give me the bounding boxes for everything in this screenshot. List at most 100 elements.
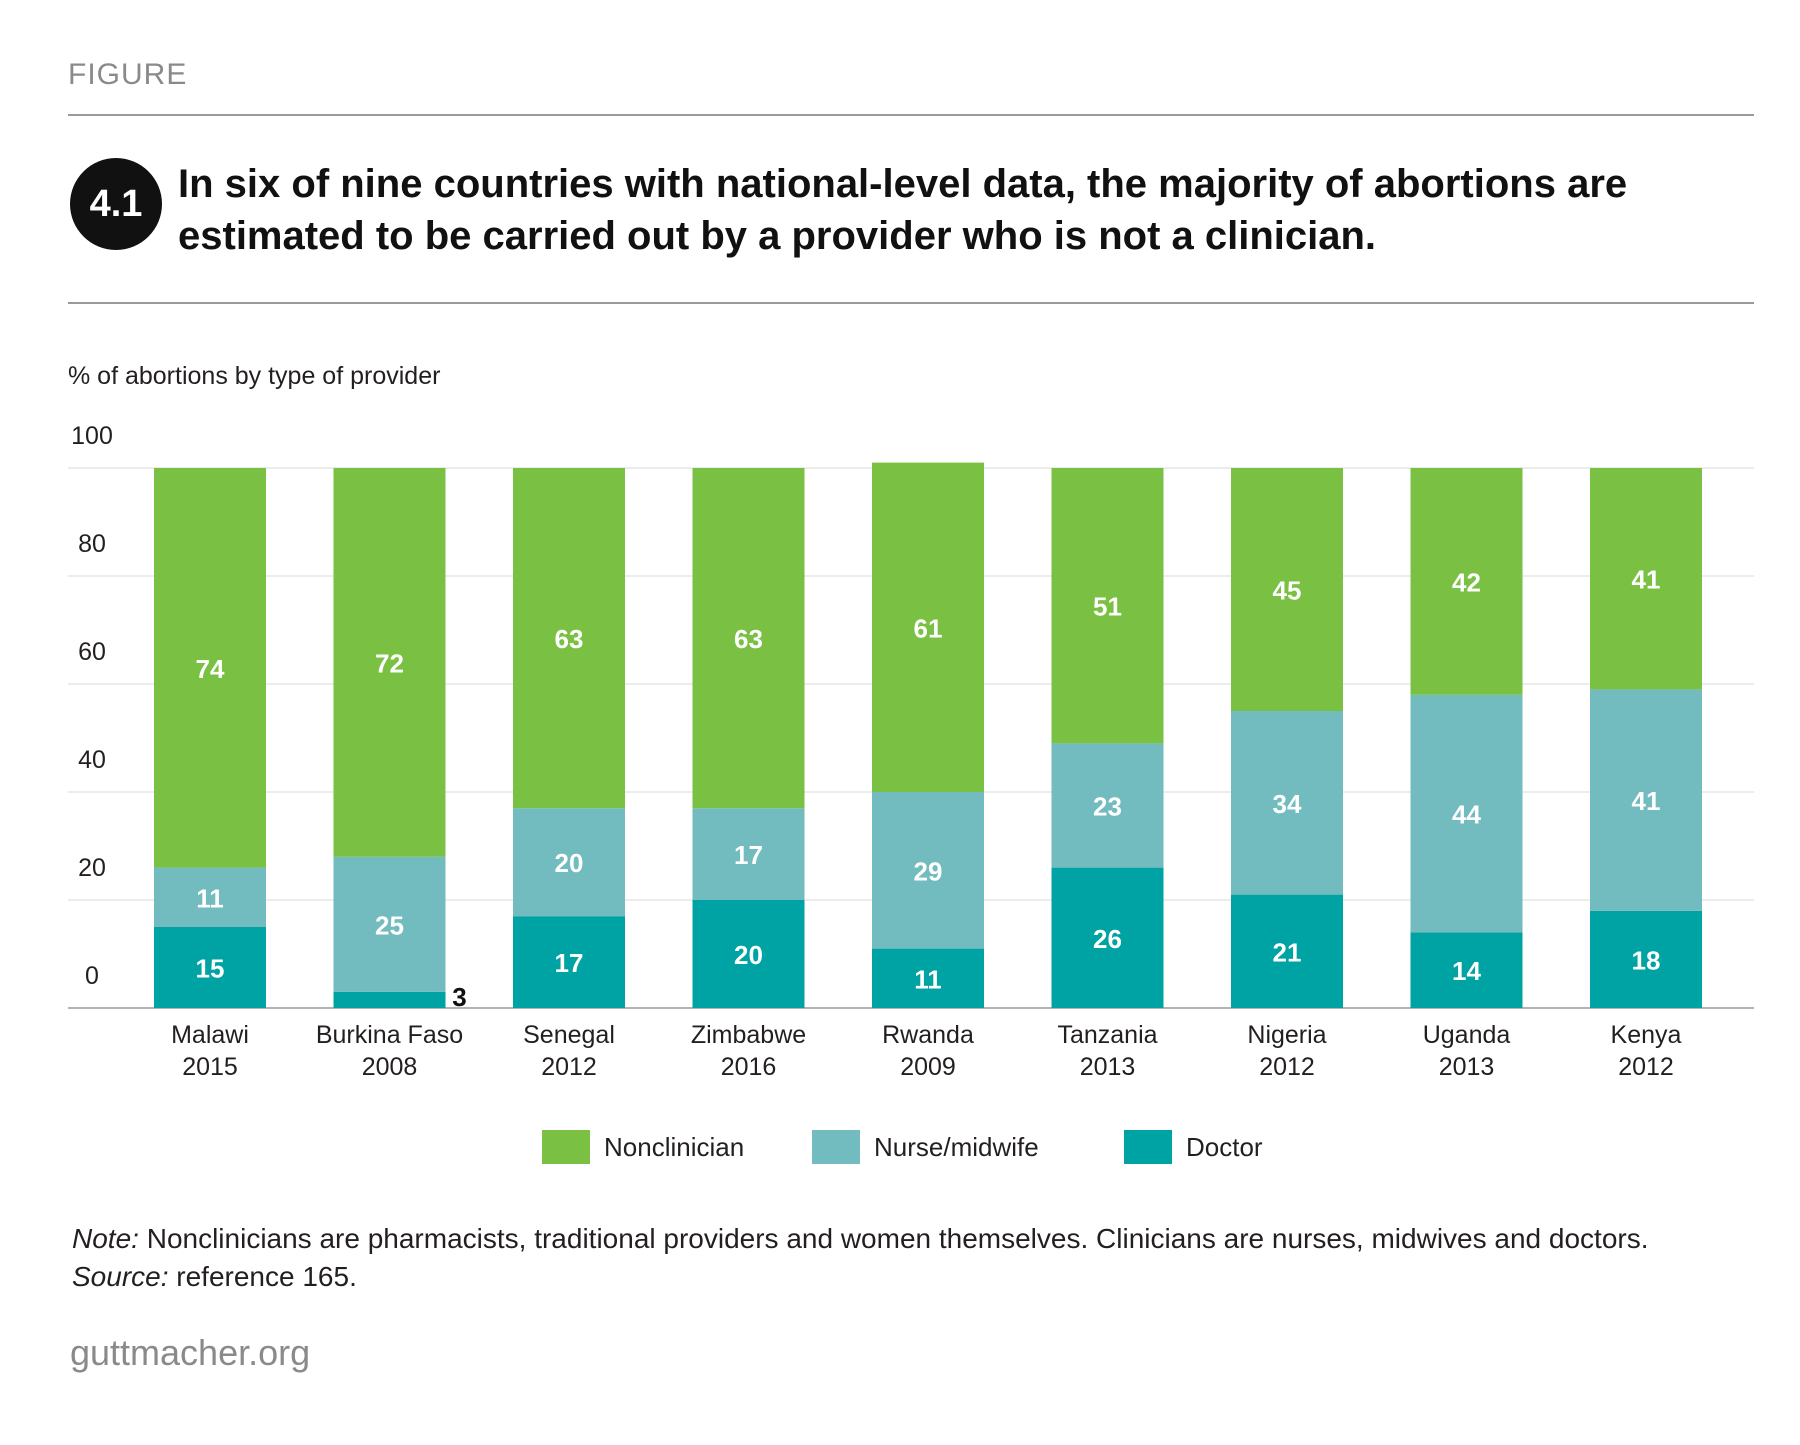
y-tick-label-40: 40: [78, 746, 106, 774]
note-text: Nonclinicians are pharmacists, tradition…: [138, 1223, 1649, 1254]
data-label-kenya-doctor: 18: [1632, 945, 1661, 975]
bar-nigeria-nurse-midwife: [1231, 711, 1343, 895]
x-tick-label-rwanda-name: Rwanda: [882, 1021, 974, 1049]
x-tick-label-malawi-year: 2015: [182, 1053, 238, 1081]
data-label-uganda-nurse-midwife: 44: [1452, 800, 1481, 830]
data-label-malawi-nonclinician: 74: [196, 654, 225, 684]
x-tick-label-senegal-name: Senegal: [523, 1021, 615, 1049]
title-divider: [68, 302, 1754, 304]
legend-label-doctor: Doctor: [1186, 1131, 1263, 1162]
legend-swatch-nonclinician: [542, 1130, 590, 1164]
data-label-malawi-doctor: 15: [196, 954, 225, 984]
data-label-burkina-faso-nonclinician: 72: [375, 648, 404, 678]
x-tick-label-burkina-faso-name: Burkina Faso: [316, 1021, 463, 1049]
y-tick-label-80: 80: [78, 530, 106, 558]
note-label: Note:: [72, 1223, 139, 1254]
bar-burkina-faso-doctor: [333, 991, 446, 1008]
bar-nigeria-nonclinician: [1231, 468, 1343, 711]
legend-swatch-doctor: [1124, 1130, 1172, 1164]
data-label-uganda-doctor: 14: [1452, 956, 1481, 986]
bar-senegal-nurse-midwife: [513, 808, 625, 917]
legend-item-doctor: Doctor: [1124, 1130, 1263, 1164]
source-text: reference 165.: [168, 1261, 357, 1292]
y-tick-label-60: 60: [78, 638, 106, 666]
bar-zimbabwe-doctor: [692, 900, 805, 1008]
data-label-nigeria-nonclinician: 45: [1273, 576, 1302, 606]
legend-item-nurse-midwife: Nurse/midwife: [812, 1130, 1039, 1164]
data-label-tanzania-nonclinician: 51: [1093, 592, 1122, 622]
bar-senegal-nonclinician: [513, 468, 625, 809]
bar-rwanda-nonclinician: [872, 462, 984, 792]
bar-kenya-nurse-midwife: [1590, 689, 1702, 911]
data-label-senegal-nonclinician: 63: [555, 624, 584, 654]
bar-malawi-nonclinician: [154, 468, 266, 868]
data-label-burkina-faso-nurse-midwife: 25: [375, 910, 404, 940]
y-tick-label-20: 20: [78, 854, 106, 882]
x-tick-label-zimbabwe-name: Zimbabwe: [691, 1021, 806, 1049]
bar-zimbabwe-nurse-midwife: [692, 808, 805, 900]
legend-swatch-nurse-midwife: [812, 1130, 860, 1164]
bar-nigeria-doctor: [1231, 894, 1343, 1008]
data-label-malawi-nurse-midwife: 11: [196, 883, 224, 913]
figure-label: FIGURE: [68, 58, 188, 91]
brand-url: guttmacher.org: [70, 1332, 311, 1373]
top-divider: [68, 114, 1754, 116]
x-tick-label-tanzania-year: 2013: [1080, 1053, 1136, 1081]
data-label-rwanda-nurse-midwife: 29: [914, 856, 943, 886]
data-label-zimbabwe-nurse-midwife: 17: [734, 840, 763, 870]
data-label-kenya-nurse-midwife: 41: [1632, 786, 1661, 816]
bar-malawi-nurse-midwife: [154, 867, 266, 927]
bar-kenya-doctor: [1590, 910, 1702, 1008]
bar-rwanda-nurse-midwife: [872, 792, 984, 949]
bar-senegal-doctor: [513, 916, 625, 1008]
bar-kenya-nonclinician: [1590, 468, 1702, 690]
data-label-zimbabwe-nonclinician: 63: [734, 624, 763, 654]
y-tick-label-0: 0: [85, 962, 99, 990]
bar-zimbabwe-nonclinician: [692, 468, 805, 809]
y-axis-label: % of abortions by type of provider: [68, 362, 441, 390]
data-label-kenya-nonclinician: 41: [1632, 565, 1661, 595]
data-label-uganda-nonclinician: 42: [1452, 567, 1481, 597]
stacked-bar-chart: 0 20 40 60 80 100 15 11 74 Malawi 2015 3 25 72 Burkina…: [68, 422, 1754, 1081]
legend-label-nonclinician: Nonclinician: [604, 1131, 745, 1162]
x-tick-label-rwanda-year: 2009: [900, 1053, 956, 1081]
data-label-senegal-doctor: 17: [555, 948, 584, 978]
data-label-rwanda-doctor: 11: [914, 964, 942, 994]
x-tick-label-nigeria-year: 2012: [1259, 1053, 1315, 1081]
bar-burkina-faso-nurse-midwife: [333, 856, 446, 992]
x-tick-label-kenya-year: 2012: [1618, 1053, 1674, 1081]
y-tick-label-100: 100: [71, 422, 113, 450]
x-tick-label-tanzania-name: Tanzania: [1057, 1021, 1157, 1049]
legend: Nonclinician Nurse/midwife Doctor: [0, 1130, 1800, 1180]
x-tick-label-uganda-name: Uganda: [1423, 1021, 1511, 1049]
x-tick-label-burkina-faso-year: 2008: [362, 1053, 418, 1081]
bar-tanzania-nonclinician: [1051, 468, 1164, 744]
x-tick-label-uganda-year: 2013: [1439, 1053, 1495, 1081]
bar-tanzania-doctor: [1051, 867, 1164, 1008]
data-label-zimbabwe-doctor: 20: [734, 940, 763, 970]
data-label-nigeria-nurse-midwife: 34: [1273, 789, 1302, 819]
data-label-burkina-faso-doctor: 3: [452, 982, 466, 1012]
source-label: Source:: [72, 1261, 169, 1292]
x-tick-label-malawi-name: Malawi: [171, 1021, 249, 1049]
x-tick-label-senegal-year: 2012: [541, 1053, 597, 1081]
bar-rwanda-doctor: [872, 948, 984, 1008]
x-tick-label-nigeria-name: Nigeria: [1247, 1021, 1326, 1049]
x-tick-label-zimbabwe-year: 2016: [721, 1053, 777, 1081]
bar-tanzania-nurse-midwife: [1051, 743, 1164, 868]
chart-note: Note: Nonclinicians are pharmacists, tra…: [72, 1220, 1732, 1296]
data-label-senegal-nurse-midwife: 20: [555, 848, 584, 878]
bar-uganda-nonclinician: [1410, 468, 1523, 695]
bar-malawi-doctor: [154, 927, 266, 1008]
legend-item-nonclinician: Nonclinician: [542, 1130, 744, 1164]
bar-uganda-nurse-midwife: [1410, 694, 1523, 933]
data-label-nigeria-doctor: 21: [1273, 937, 1302, 967]
figure-number-badge: 4.1: [70, 158, 162, 250]
x-tick-label-kenya-name: Kenya: [1611, 1021, 1682, 1049]
data-label-rwanda-nonclinician: 61: [914, 613, 943, 643]
legend-label-nurse-midwife: Nurse/midwife: [874, 1131, 1039, 1162]
chart-title: In six of nine countries with national-l…: [178, 162, 1628, 258]
bar-uganda-doctor: [1410, 932, 1523, 1008]
bar-burkina-faso-nonclinician: [333, 468, 446, 857]
data-label-tanzania-doctor: 26: [1093, 924, 1122, 954]
